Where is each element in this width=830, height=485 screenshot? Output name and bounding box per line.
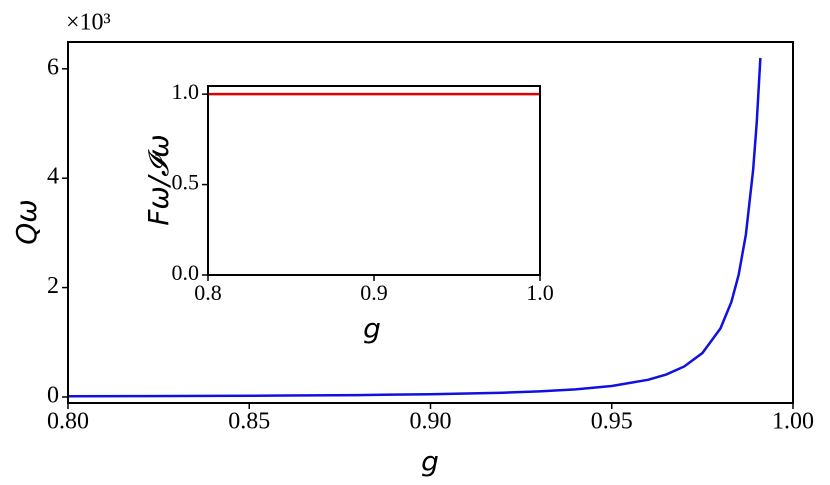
x-axis-label: g	[363, 312, 381, 345]
x-tick-label: 0.9	[360, 280, 388, 305]
x-tick-label: 0.90	[410, 409, 452, 435]
axes-frame	[207, 85, 541, 276]
offset-label: ×10³	[66, 10, 111, 36]
y-tick-label: 4	[47, 164, 59, 190]
y-axis-label: Qω	[10, 199, 43, 245]
x-tick-label: 1.00	[772, 409, 814, 435]
data-line	[67, 57, 762, 398]
x-tick-label: 0.80	[47, 409, 89, 435]
y-tick-label: 0.0	[172, 260, 200, 285]
y-tick-label: 1.0	[172, 79, 200, 104]
x-tick-label: 0.85	[228, 409, 270, 435]
y-axis-label: Fω/𝓘ω	[142, 134, 175, 225]
y-tick-label: 0	[47, 382, 59, 408]
x-tick-label: 0.8	[194, 280, 222, 305]
y-tick-label: 6	[47, 54, 59, 80]
x-axis-label: g	[421, 445, 439, 478]
y-tick-label: 0.5	[172, 170, 200, 195]
x-tick-label: 1.0	[526, 280, 554, 305]
axes-frame	[67, 41, 794, 404]
x-tick-label: 0.95	[591, 409, 633, 435]
y-tick-label: 2	[47, 273, 59, 299]
plot-area	[208, 86, 540, 275]
